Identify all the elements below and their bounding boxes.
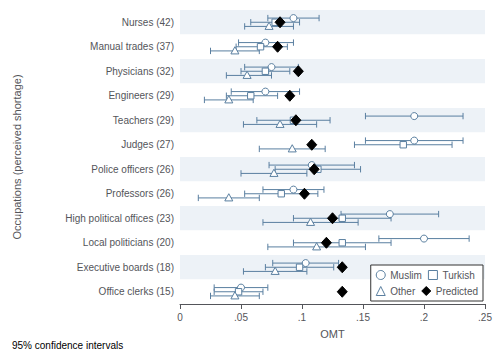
svg-text:Other: Other xyxy=(390,286,416,297)
svg-text:Physicians (32): Physicians (32) xyxy=(106,66,174,77)
svg-text:Occupations (perceived shortag: Occupations (perceived shortage) xyxy=(11,74,23,239)
svg-text:.1: .1 xyxy=(298,312,307,323)
svg-text:OMT: OMT xyxy=(320,328,345,340)
svg-text:0: 0 xyxy=(177,312,183,323)
svg-text:High political offices (23): High political offices (23) xyxy=(65,213,174,224)
svg-text:.2: .2 xyxy=(420,312,429,323)
svg-text:Local politicians (20): Local politicians (20) xyxy=(83,237,174,248)
svg-text:Nurses (42): Nurses (42) xyxy=(122,17,174,28)
svg-text:Police officers (26): Police officers (26) xyxy=(91,164,174,175)
svg-text:Turkish: Turkish xyxy=(442,270,474,281)
svg-text:Judges (27): Judges (27) xyxy=(121,139,174,150)
svg-text:Predicted: Predicted xyxy=(436,286,478,297)
svg-text:95% confidence intervals: 95% confidence intervals xyxy=(12,340,123,351)
svg-text:.15: .15 xyxy=(356,312,370,323)
svg-text:.05: .05 xyxy=(234,312,248,323)
svg-text:Manual trades (37): Manual trades (37) xyxy=(90,41,174,52)
svg-text:Engineers (29): Engineers (29) xyxy=(108,90,174,101)
svg-text:Muslim: Muslim xyxy=(390,270,422,281)
svg-text:Teachers (29): Teachers (29) xyxy=(113,115,174,126)
svg-text:.25: .25 xyxy=(478,312,492,323)
svg-text:Executive boards (18): Executive boards (18) xyxy=(77,262,174,273)
svg-text:Office clerks (15): Office clerks (15) xyxy=(99,286,174,297)
svg-text:Professors (26): Professors (26) xyxy=(106,188,174,199)
